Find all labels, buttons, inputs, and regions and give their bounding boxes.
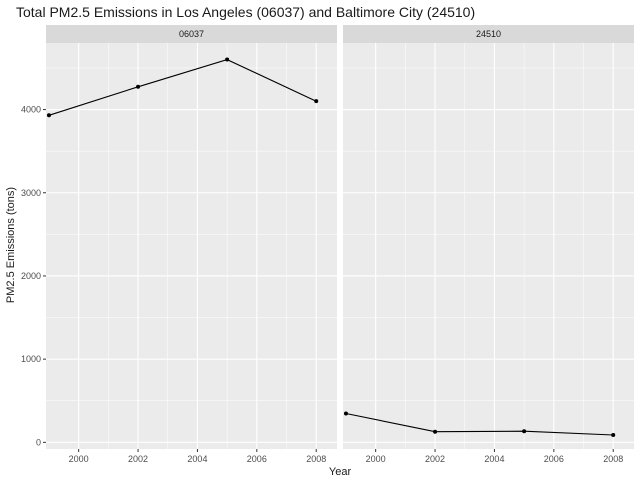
- x-tick-label: 2004: [484, 454, 504, 464]
- x-tick-label: 2002: [425, 454, 445, 464]
- x-tick-label: 2006: [247, 454, 267, 464]
- data-point-24510-2005: [522, 429, 527, 434]
- x-tick-label: 2000: [366, 454, 386, 464]
- x-axis-title: Year: [329, 466, 352, 478]
- y-tick-label: 1000: [21, 354, 41, 364]
- data-point-06037-2005: [225, 57, 230, 62]
- data-point-24510-2002: [433, 429, 438, 434]
- data-point-06037-2008: [314, 99, 319, 104]
- data-point-06037-2002: [136, 84, 141, 89]
- panel-background: [46, 43, 337, 449]
- data-point-24510-2008: [611, 433, 616, 438]
- data-point-24510-1999: [343, 411, 348, 416]
- facet-strip: [343, 25, 634, 43]
- y-tick-label: 4000: [21, 105, 41, 115]
- x-tick-label: 2000: [69, 454, 89, 464]
- chart-title: Total PM2.5 Emissions in Los Angeles (06…: [16, 4, 476, 20]
- y-axis-title: PM2.5 Emissions (tons): [5, 187, 17, 303]
- panel-background: [343, 43, 634, 449]
- data-point-06037-1999: [46, 113, 51, 118]
- series-line-06037: [48, 59, 317, 116]
- x-tick-label: 2008: [306, 454, 326, 464]
- facet-strip-label: 24510: [476, 29, 501, 39]
- x-tick-label: 2002: [128, 454, 148, 464]
- facet-strip: [46, 25, 337, 43]
- y-tick-label: 2000: [21, 271, 41, 281]
- y-tick-label: 0: [36, 437, 41, 447]
- series-line-24510: [345, 412, 614, 436]
- y-tick-label: 3000: [21, 188, 41, 198]
- x-tick-label: 2008: [603, 454, 623, 464]
- x-tick-label: 2004: [187, 454, 207, 464]
- facet-strip-label: 06037: [179, 29, 204, 39]
- x-tick-label: 2006: [544, 454, 564, 464]
